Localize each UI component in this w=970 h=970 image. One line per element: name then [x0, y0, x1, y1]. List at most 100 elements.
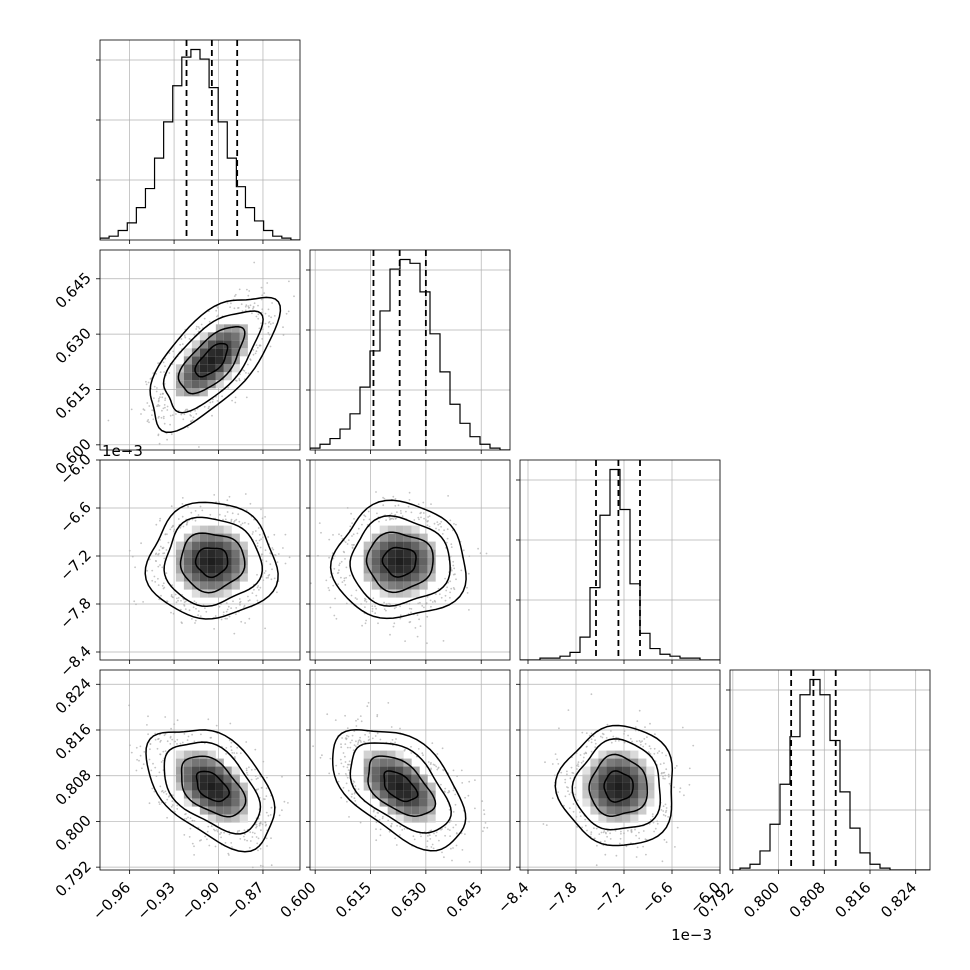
y-tick-label: 0.800 — [52, 812, 95, 855]
density-cell — [590, 766, 599, 775]
sample-point — [630, 830, 632, 832]
sample-point — [376, 715, 379, 718]
sample-point — [576, 764, 578, 767]
sample-point — [429, 830, 432, 832]
sample-point — [267, 536, 270, 538]
sample-point — [243, 829, 246, 832]
sample-point — [442, 640, 445, 642]
sample-point — [399, 510, 402, 512]
sample-point — [222, 614, 225, 616]
sample-point — [625, 845, 628, 848]
sample-point — [166, 798, 169, 801]
sample-point — [453, 567, 456, 570]
sample-point — [149, 748, 151, 751]
sample-point — [426, 615, 429, 618]
sample-point — [195, 328, 198, 330]
sample-point — [187, 816, 189, 819]
sample-point — [165, 793, 168, 795]
sample-point — [395, 738, 397, 740]
sample-point — [408, 499, 411, 501]
sample-point — [158, 404, 161, 407]
y-tick-label: −7.2 — [56, 546, 94, 584]
density-cell — [223, 581, 232, 590]
sample-point — [157, 577, 159, 580]
sample-point — [151, 787, 154, 790]
density-cell — [215, 348, 224, 357]
density-cell — [191, 774, 200, 783]
sample-point — [168, 794, 171, 797]
sample-point — [261, 517, 264, 520]
density-cell — [183, 549, 192, 558]
sample-point — [203, 317, 206, 320]
sample-point — [688, 783, 691, 786]
sample-point — [243, 835, 245, 838]
sample-point — [240, 303, 243, 306]
sample-point — [183, 413, 186, 416]
plot-area — [730, 670, 930, 870]
density-cell — [215, 565, 224, 574]
sample-point — [162, 415, 165, 418]
density-cell — [419, 798, 428, 807]
sample-point — [647, 751, 650, 753]
sample-point — [575, 816, 578, 818]
sample-point — [269, 323, 272, 325]
density-cell — [223, 589, 232, 598]
density-cell — [403, 790, 412, 799]
sample-point — [185, 813, 187, 815]
sample-point — [451, 859, 453, 862]
sample-point — [638, 831, 640, 834]
sample-point — [231, 752, 234, 754]
sample-point — [401, 515, 404, 518]
sample-point — [273, 533, 276, 536]
sample-point — [142, 408, 145, 411]
sample-point — [276, 591, 278, 594]
density-cell — [379, 533, 388, 542]
sample-point — [164, 790, 167, 793]
density-cell — [598, 782, 607, 791]
x-tick-label: 0.645 — [443, 878, 486, 921]
density-cell — [379, 766, 388, 775]
sample-point — [371, 607, 374, 610]
sample-point — [663, 771, 666, 774]
sample-point — [162, 587, 165, 590]
sample-point — [157, 417, 160, 419]
density-cell — [614, 782, 623, 791]
sample-point — [606, 723, 609, 726]
sample-point — [378, 520, 380, 523]
sample-point — [612, 735, 615, 738]
sample-point — [634, 726, 637, 728]
sample-point — [343, 577, 346, 580]
sample-point — [449, 596, 451, 599]
density-cell — [215, 549, 224, 558]
density-cell — [419, 782, 428, 791]
sample-point — [251, 866, 254, 869]
sample-point — [346, 776, 349, 779]
sample-point — [128, 549, 131, 552]
sample-point — [158, 397, 160, 400]
density-cell — [191, 372, 200, 381]
sample-point — [454, 573, 456, 576]
density-cell — [395, 525, 404, 534]
sample-point — [154, 738, 157, 741]
sample-point — [164, 801, 167, 804]
sample-point — [329, 606, 332, 609]
sample-point — [419, 512, 422, 515]
sample-point — [228, 833, 231, 836]
axes-frame — [309, 459, 511, 661]
sample-point — [679, 787, 682, 790]
sample-point — [165, 549, 168, 551]
sample-point — [131, 555, 134, 558]
density-cell — [207, 340, 216, 349]
sample-point — [247, 372, 250, 375]
sample-point — [334, 597, 336, 600]
density-cell — [223, 806, 232, 815]
sample-point — [261, 559, 264, 561]
sample-point — [193, 600, 196, 603]
sample-point — [159, 393, 162, 396]
sample-point — [172, 350, 175, 353]
density-cell — [191, 790, 200, 799]
sample-point — [344, 714, 346, 717]
axes-frame — [99, 459, 301, 661]
sample-point — [170, 805, 173, 808]
sample-point — [188, 609, 191, 612]
